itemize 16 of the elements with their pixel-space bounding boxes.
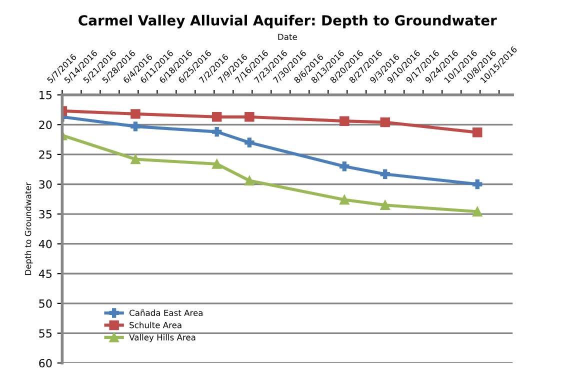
y-axis-title: Depth to Groundwater bbox=[24, 182, 33, 275]
y-tick-label: 55 bbox=[39, 329, 52, 338]
legend-label: Cañada East Area bbox=[130, 309, 202, 316]
legend-label: Valley Hills Area bbox=[129, 334, 196, 342]
y-tick-label: 35 bbox=[39, 210, 52, 218]
y-tick-label: 15 bbox=[40, 90, 52, 100]
y-tick-label: 20 bbox=[39, 120, 52, 130]
y-tick-label: 60 bbox=[39, 358, 52, 368]
chart-title: Carmel Valley Alluvial Aquifer: Depth to Groundwater bbox=[78, 14, 497, 28]
y-tick-label: 50 bbox=[39, 299, 52, 308]
y-tick-label: 30 bbox=[39, 180, 52, 189]
y-tick-label: 25 bbox=[39, 150, 52, 159]
legend-label: Schulte Area bbox=[130, 322, 182, 328]
x-axis-title: Date bbox=[278, 34, 297, 40]
y-tick-label: 40 bbox=[38, 240, 52, 248]
y-tick-label: 45 bbox=[38, 270, 52, 278]
